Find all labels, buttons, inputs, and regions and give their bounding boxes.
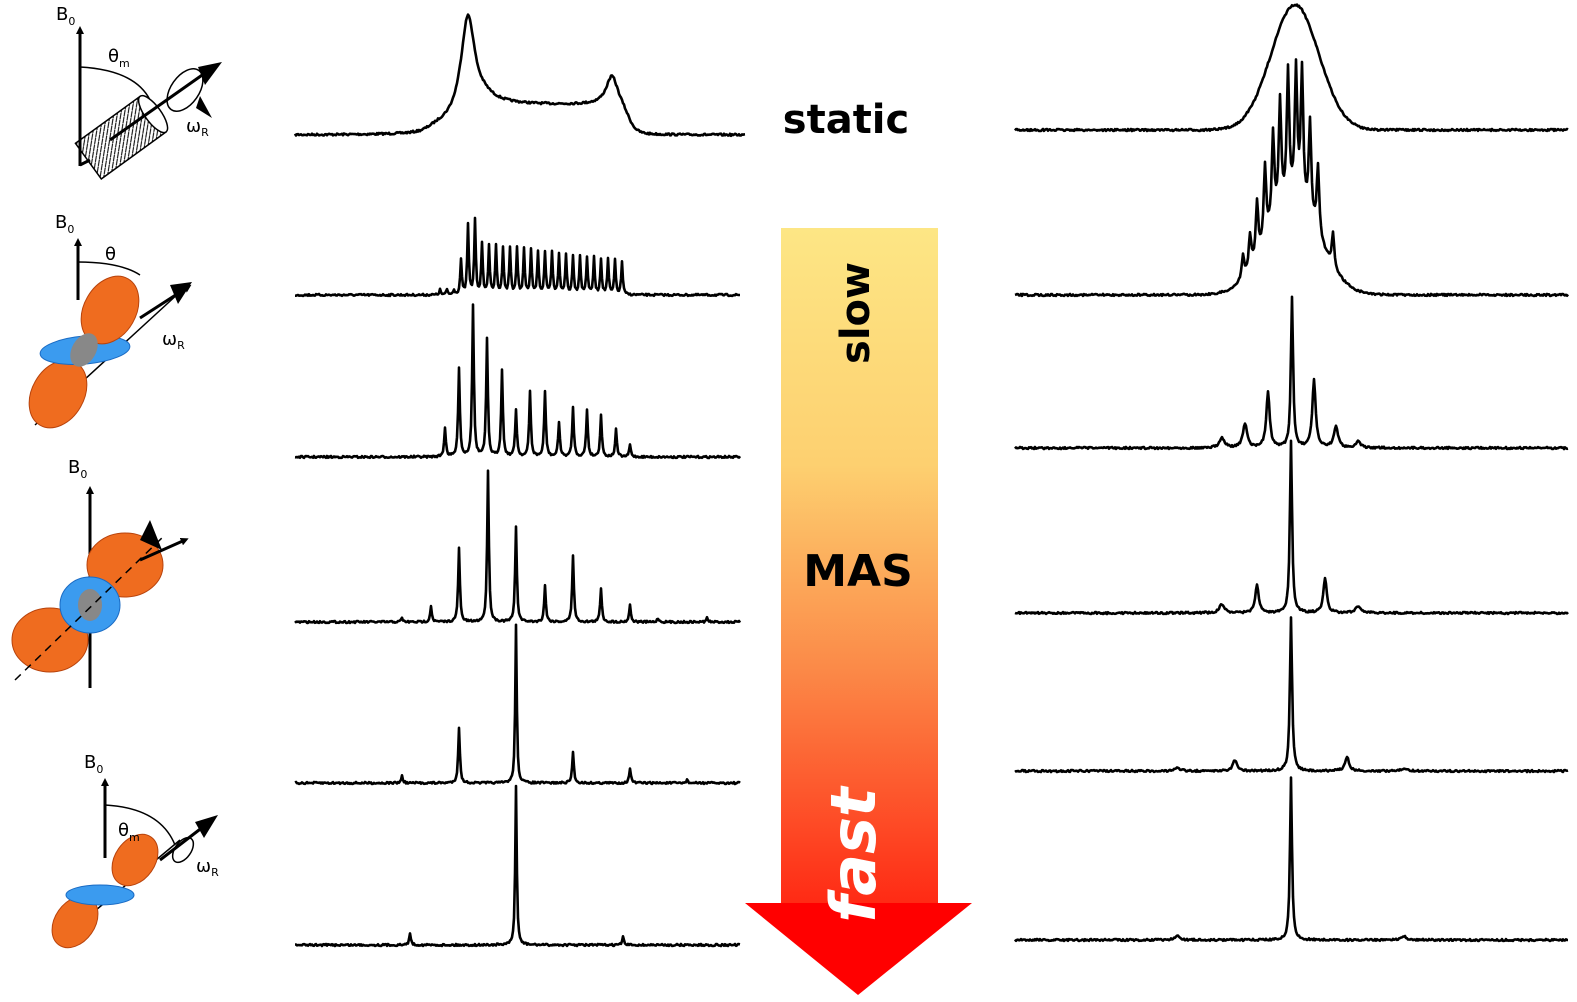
spectrum: [294, 469, 742, 625]
rotor-diagram-static: B0 θm ωR: [56, 4, 222, 180]
rotor-diagram-mas: B0: [11, 457, 189, 688]
spectrum: [293, 13, 746, 138]
angle-label: θm: [118, 820, 140, 844]
spectrum: [294, 623, 741, 786]
spectrum: [1014, 3, 1569, 133]
spectrum: [294, 784, 741, 948]
spectrum: [294, 216, 741, 298]
b0-label: B0: [56, 4, 75, 28]
spectrum: [1014, 295, 1569, 451]
b0-label: B0: [68, 457, 87, 481]
rotor-diagram-fast: B0 θm ωR: [51, 752, 219, 949]
spin-label: ωR: [162, 329, 185, 352]
spectra: [293, 3, 1570, 948]
spectrum: [1014, 439, 1569, 616]
angle-label: θm: [108, 46, 130, 70]
spin-label: ωR: [186, 116, 209, 139]
label-fast: fast: [817, 785, 890, 923]
b0-label: B0: [55, 212, 74, 236]
speed-arrow-shaft: [781, 228, 938, 904]
rotor-diagram-slow: B0 θ ωR: [28, 212, 192, 429]
b0-label: B0: [84, 752, 103, 776]
label-static: static: [783, 97, 909, 143]
spectrum: [1014, 616, 1569, 774]
spectrum: [1014, 58, 1570, 298]
speed-arrow-head: [745, 903, 972, 995]
label-mas: MAS: [803, 546, 913, 597]
angle-label: θ: [105, 244, 116, 265]
spectrum: [1013, 776, 1569, 943]
label-slow: slow: [833, 262, 879, 364]
spectrum: [294, 303, 742, 460]
spin-label: ωR: [196, 856, 219, 879]
